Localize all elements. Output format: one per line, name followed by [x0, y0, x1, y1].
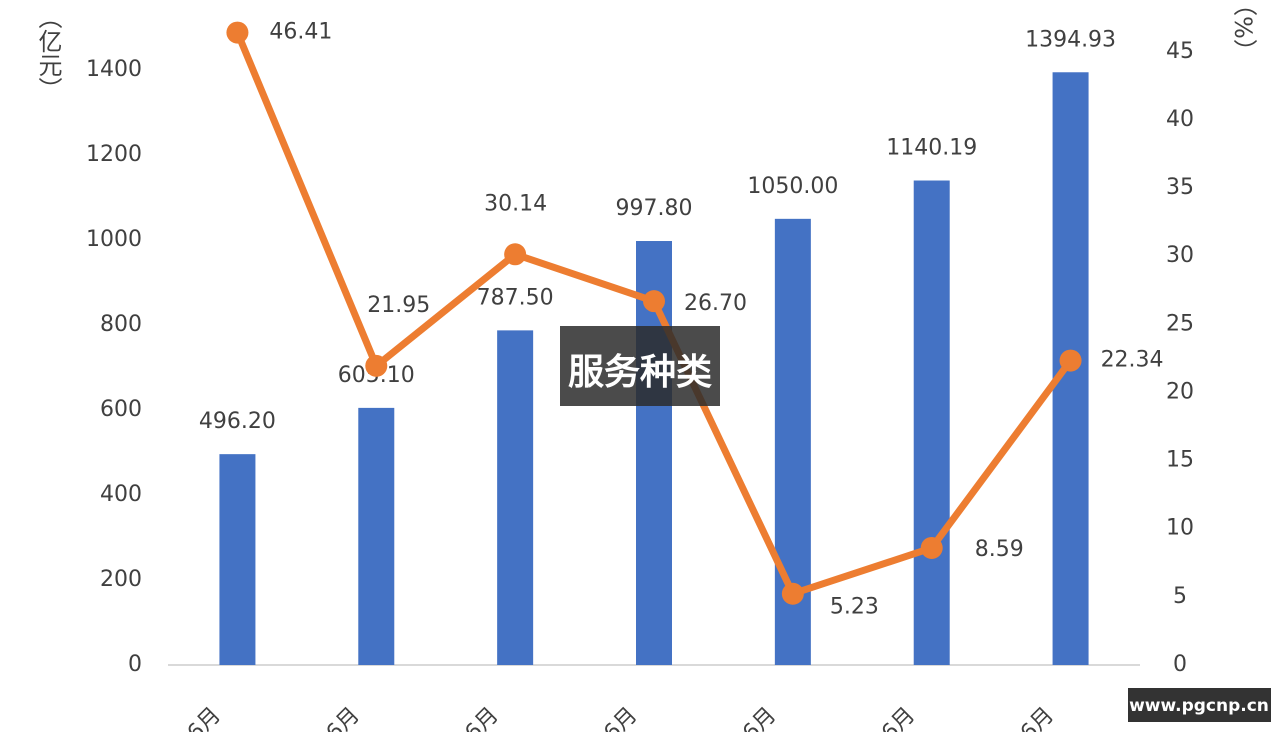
bar — [913, 180, 950, 665]
y-tick-label: 200 — [100, 567, 142, 592]
line-value-label: 46.41 — [269, 20, 332, 45]
y2-tick-label: 15 — [1166, 448, 1194, 473]
bar — [497, 330, 534, 665]
watermark-box — [1128, 688, 1271, 722]
y2-tick-label: 30 — [1166, 243, 1194, 268]
y2-axis-title: （%） — [1229, 0, 1257, 63]
y2-tick-label: 20 — [1166, 379, 1194, 404]
overlays: 服务种类 www.pgcnp.cn — [560, 326, 1271, 722]
y2-tick-label: 10 — [1166, 516, 1194, 541]
line-value-label: 26.70 — [684, 291, 747, 316]
watermark: www.pgcnp.cn — [1129, 696, 1269, 716]
y-axis-title: （亿元） — [34, 5, 62, 101]
y2-tick-label: 0 — [1173, 652, 1187, 677]
line-point — [1059, 349, 1082, 372]
bar — [219, 454, 256, 665]
y-tick-label: 400 — [100, 482, 142, 507]
y2-tick-label: 40 — [1166, 107, 1194, 132]
line-point — [920, 536, 943, 559]
line-point — [226, 21, 249, 44]
plot: 0 200 400 600 800 1000 1200 1400 0 5 10 15 20 25 30 35 4… — [86, 20, 1194, 732]
y2-tick-label: 35 — [1166, 175, 1194, 200]
overlay-box — [560, 326, 720, 406]
y-tick-label: 600 — [100, 397, 142, 422]
line-point — [504, 243, 527, 266]
overlay-text: 服务种类 — [568, 352, 712, 393]
line-value-label: 21.95 — [367, 293, 430, 318]
y-tick-label: 800 — [100, 312, 142, 337]
line-point — [781, 582, 804, 605]
line-point — [365, 354, 388, 377]
y2-tick-label: 45 — [1166, 39, 1194, 64]
y-tick-label: 1000 — [86, 227, 142, 252]
bar-value-label: 1394.93 — [1025, 27, 1116, 52]
y-tick-label: 1400 — [86, 57, 142, 82]
bar-value-label: 997.80 — [616, 196, 693, 221]
bar — [358, 407, 395, 665]
line-value-label: 5.23 — [830, 595, 879, 620]
y2-tick-label: 5 — [1173, 584, 1187, 609]
y-tick-label: 0 — [128, 652, 142, 677]
bar-value-label: 1140.19 — [886, 136, 977, 161]
y2-tick-label: 25 — [1166, 311, 1194, 336]
bar-value-label: 1050.00 — [747, 174, 838, 199]
line-value-label: 8.59 — [975, 537, 1024, 562]
y-tick-label: 1200 — [86, 142, 142, 167]
line-value-label: 22.34 — [1101, 348, 1164, 373]
line-value-label: 30.14 — [484, 191, 547, 216]
bar-value-label: 787.50 — [477, 285, 554, 310]
line-point — [643, 290, 665, 313]
bar-value-label: 496.20 — [199, 409, 276, 434]
